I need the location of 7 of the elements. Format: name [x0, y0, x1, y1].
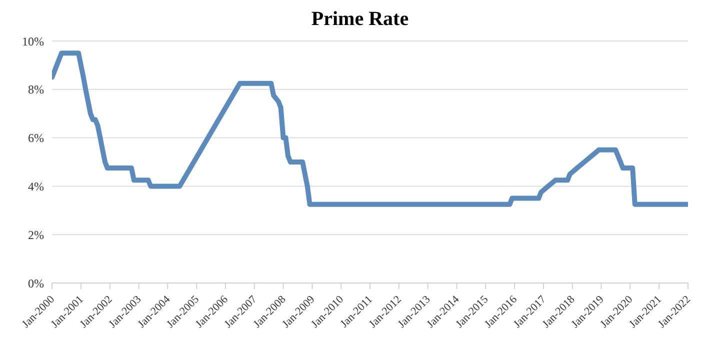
- y-tick-label: 6%: [28, 131, 44, 146]
- chart-title: Prime Rate: [310, 8, 410, 31]
- y-tick-label: 4%: [28, 179, 44, 194]
- y-tick-label: 0%: [28, 276, 44, 290]
- y-tick-label: 2%: [28, 228, 44, 242]
- y-tick-label: 8%: [28, 82, 44, 97]
- y-tick-label: 10%: [22, 34, 44, 48]
